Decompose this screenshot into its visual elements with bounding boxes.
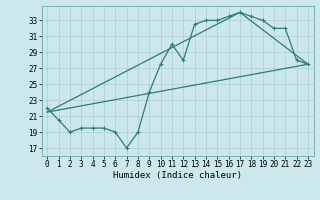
X-axis label: Humidex (Indice chaleur): Humidex (Indice chaleur) [113, 171, 242, 180]
